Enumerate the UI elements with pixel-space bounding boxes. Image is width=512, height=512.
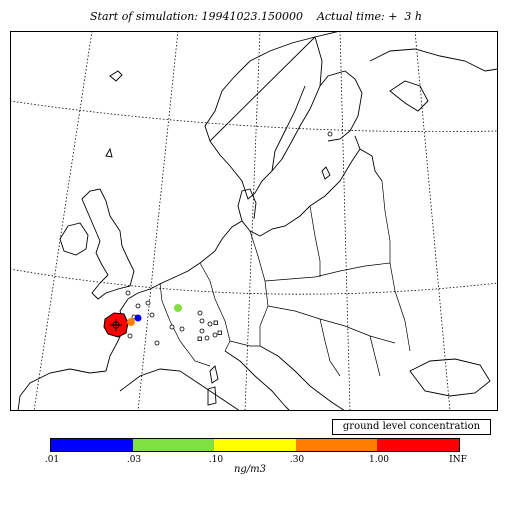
color-scale-segment (295, 439, 378, 451)
station-markers (117, 131, 333, 346)
station-marker (199, 328, 205, 334)
station-marker (145, 300, 151, 306)
station-marker (327, 131, 333, 137)
russia-coast-north (369, 48, 498, 72)
station-marker (213, 320, 218, 325)
concentration-marker-green (174, 304, 182, 312)
adriatic-coast (259, 345, 346, 411)
station-marker (207, 321, 213, 327)
mediterranean-coast (119, 368, 241, 411)
meridian-2 (137, 31, 179, 411)
color-scale-segment (214, 439, 296, 451)
country-borders (159, 180, 411, 377)
station-marker (217, 330, 222, 335)
plume (103, 304, 182, 338)
station-marker (204, 335, 210, 341)
map-title: Start of simulation: 19941023.150000 Act… (90, 10, 422, 23)
station-marker (199, 318, 205, 324)
station-marker (212, 332, 218, 338)
concentration-marker-orange (127, 318, 135, 326)
scale-tick-label: INF (449, 455, 467, 465)
scale-tick-label: 1.00 (368, 455, 390, 465)
sardinia (207, 386, 217, 406)
baltic-coast (309, 135, 383, 207)
iberia-outline (17, 368, 107, 411)
color-scale-segment (377, 439, 459, 451)
shetland (105, 147, 113, 158)
black-sea-outline (409, 358, 491, 397)
finland-outline (319, 70, 363, 142)
color-scale-segment (132, 439, 215, 451)
ireland-outline (59, 222, 89, 256)
scale-tick-label: .01 (44, 455, 60, 465)
color-scale-segment (51, 439, 133, 451)
latitude-line-north (10, 100, 498, 133)
gotland-island (321, 166, 331, 180)
corsica (209, 365, 219, 384)
white-sea (389, 80, 429, 112)
map-canvas (10, 31, 498, 411)
station-marker (169, 324, 175, 330)
scale-tick-label: .03 (126, 455, 142, 465)
station-marker (149, 312, 155, 318)
station-marker (197, 336, 202, 341)
station-marker (125, 290, 131, 296)
denmark-outline (237, 188, 257, 222)
sweden-inner-border (271, 85, 306, 172)
station-marker (154, 340, 160, 346)
scale-tick-label: .10 (208, 455, 224, 465)
legend-label-box: ground level concentration (332, 419, 491, 435)
great-britain-outline (81, 188, 135, 300)
scandinavia-outline (204, 31, 341, 200)
meridian-1 (33, 31, 93, 411)
color-scale-bar (50, 438, 460, 452)
scale-tick-label: .30 (289, 455, 305, 465)
station-marker (135, 303, 141, 309)
iceland-outline (109, 70, 123, 82)
station-marker (197, 310, 203, 316)
meridian-5 (414, 31, 451, 411)
scale-unit-label: ng/m3 (233, 464, 267, 475)
station-marker (127, 333, 133, 339)
coastlines (17, 31, 498, 411)
continent-coast (127, 205, 311, 300)
meridian-4 (339, 31, 351, 411)
station-marker (179, 326, 185, 332)
italy-outline (224, 350, 291, 411)
latitude-line-middle (10, 268, 498, 295)
concentration-marker-blue (134, 314, 142, 322)
